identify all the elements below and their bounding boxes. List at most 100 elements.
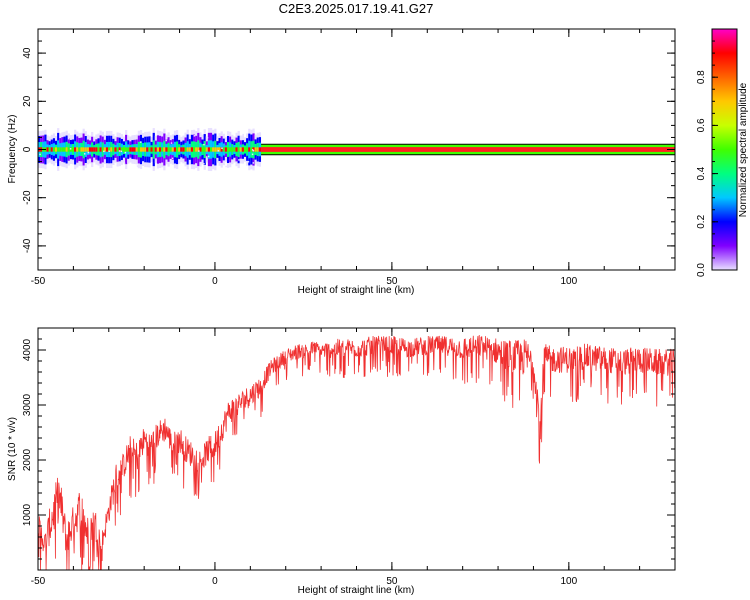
heatmap-cell xyxy=(116,147,119,152)
heatmap-speck xyxy=(99,164,101,166)
heatmap-cell xyxy=(229,147,232,152)
snr-y-tick-label: 4000 xyxy=(22,338,33,361)
heatmap-cell xyxy=(118,147,121,152)
spectrogram-x-tick-label: 50 xyxy=(386,276,398,287)
colorbar-tick-label: 0.8 xyxy=(696,70,707,84)
heatmap-cell xyxy=(84,147,87,152)
colorbar-label: Normalized spectral amplitude xyxy=(738,82,749,217)
heatmap-cell xyxy=(74,147,77,152)
heatmap-cell xyxy=(131,147,134,152)
heatmap-cell xyxy=(97,147,100,152)
heatmap-speck xyxy=(216,138,218,141)
colorbar-tick-label: 0.6 xyxy=(696,118,707,132)
heatmap-cell xyxy=(250,147,253,152)
heatmap-cell xyxy=(57,147,60,152)
heatmap-cell xyxy=(184,147,187,152)
heatmap-cell xyxy=(93,147,96,152)
heatmap-cell xyxy=(207,147,211,152)
heatmap-cell xyxy=(120,147,124,152)
snr-y-axis-label: SNR (10 * v/v) xyxy=(7,417,18,481)
snr-x-ticks: -50 0 50 100 xyxy=(31,328,676,587)
heatmap-cell xyxy=(258,147,262,152)
heatmap-speck xyxy=(203,163,205,165)
heatmap-cell xyxy=(209,147,213,152)
heatmap-cell xyxy=(110,147,113,152)
heatmap-cell xyxy=(50,147,53,152)
snr-marks xyxy=(38,334,675,570)
heatmap-cell xyxy=(67,147,70,152)
heatmap-speck xyxy=(165,139,168,142)
heatmap-cell xyxy=(99,147,102,152)
heatmap-speck xyxy=(108,150,110,152)
heatmap-cell xyxy=(182,147,185,152)
snr-y-tick-label: 2000 xyxy=(22,448,33,471)
heatmap-speck xyxy=(120,150,123,153)
heatmap-speck xyxy=(103,150,105,153)
heatmap-cell xyxy=(142,147,145,152)
heatmap-cell xyxy=(88,147,92,152)
heatmap-speck xyxy=(87,151,90,154)
heatmap-cell xyxy=(52,147,56,152)
heatmap-cell xyxy=(71,147,75,152)
heatmap-cell xyxy=(95,147,98,152)
heatmap-cell xyxy=(205,147,208,152)
heatmap-cell xyxy=(195,147,198,152)
heatmap-cell xyxy=(54,147,58,152)
colorbar-gradient xyxy=(712,29,737,270)
heatmap-cell xyxy=(161,147,164,152)
spectrogram-y-tick-label: 0 xyxy=(22,146,33,152)
heatmap-cell xyxy=(165,147,168,152)
heatmap-cell xyxy=(186,147,189,152)
heatmap-cell xyxy=(76,147,79,152)
heatmap-cell xyxy=(252,147,255,152)
colorbar-ticks: 0.0 0.2 0.4 0.6 0.8 xyxy=(696,28,718,277)
heatmap-speck xyxy=(238,159,240,161)
heatmap-cell xyxy=(137,147,140,152)
spectrogram-x-tick-label: 100 xyxy=(560,276,577,287)
heatmap-speck xyxy=(252,162,255,164)
snr-y-tick-label: 1000 xyxy=(22,503,33,526)
heatmap-cell xyxy=(233,147,236,152)
heatmap-speck xyxy=(221,147,223,150)
heatmap-cell xyxy=(180,147,183,152)
heatmap-cell xyxy=(150,147,153,152)
heatmap-cell xyxy=(241,147,245,152)
heatmap-cell xyxy=(125,147,128,152)
heatmap-speck xyxy=(167,164,169,167)
snr-y-tick-label: 3000 xyxy=(22,393,33,416)
heatmap-speck xyxy=(69,148,72,150)
spectrogram-y-tick-label: -40 xyxy=(22,238,33,253)
heatmap-speck xyxy=(207,155,210,158)
spectrogram-y-tick-label: 40 xyxy=(22,47,33,59)
colorbar-tick-label: 0.2 xyxy=(696,214,707,228)
heatmap-cell xyxy=(154,147,157,152)
heatmap-speck xyxy=(203,143,205,146)
heatmap-speck xyxy=(171,157,174,160)
heatmap-speck xyxy=(123,162,126,165)
heatmap-cell xyxy=(127,147,130,152)
heatmap-cell xyxy=(135,147,138,152)
heatmap-cell xyxy=(163,147,166,152)
spectrogram-x-axis-label: Height of straight line (km) xyxy=(298,285,415,296)
heatmap-cell xyxy=(224,147,228,152)
snr-plot-area xyxy=(38,328,675,570)
heatmap-cell xyxy=(220,147,223,152)
heatmap-cell xyxy=(129,147,132,152)
heatmap-cell xyxy=(159,147,162,152)
heatmap-speck xyxy=(251,153,254,156)
heatmap-cell xyxy=(178,147,181,152)
colorbar-tick-label: 0.0 xyxy=(696,263,707,277)
heatmap-cell xyxy=(231,147,234,152)
heatmap-cell xyxy=(243,147,247,152)
snr-series-line xyxy=(38,334,675,570)
snr-x-tick-label: -50 xyxy=(31,576,46,587)
heatmap-cell xyxy=(108,147,111,152)
spectrogram-y-axis-label: Frequency (Hz) xyxy=(7,115,18,184)
heatmap-speck xyxy=(83,153,86,155)
heatmap-speck xyxy=(242,133,244,136)
heatmap-cell xyxy=(48,147,51,152)
heatmap-cell xyxy=(61,147,64,152)
heatmap-cell xyxy=(63,147,66,152)
heatmap-cell xyxy=(78,147,81,152)
